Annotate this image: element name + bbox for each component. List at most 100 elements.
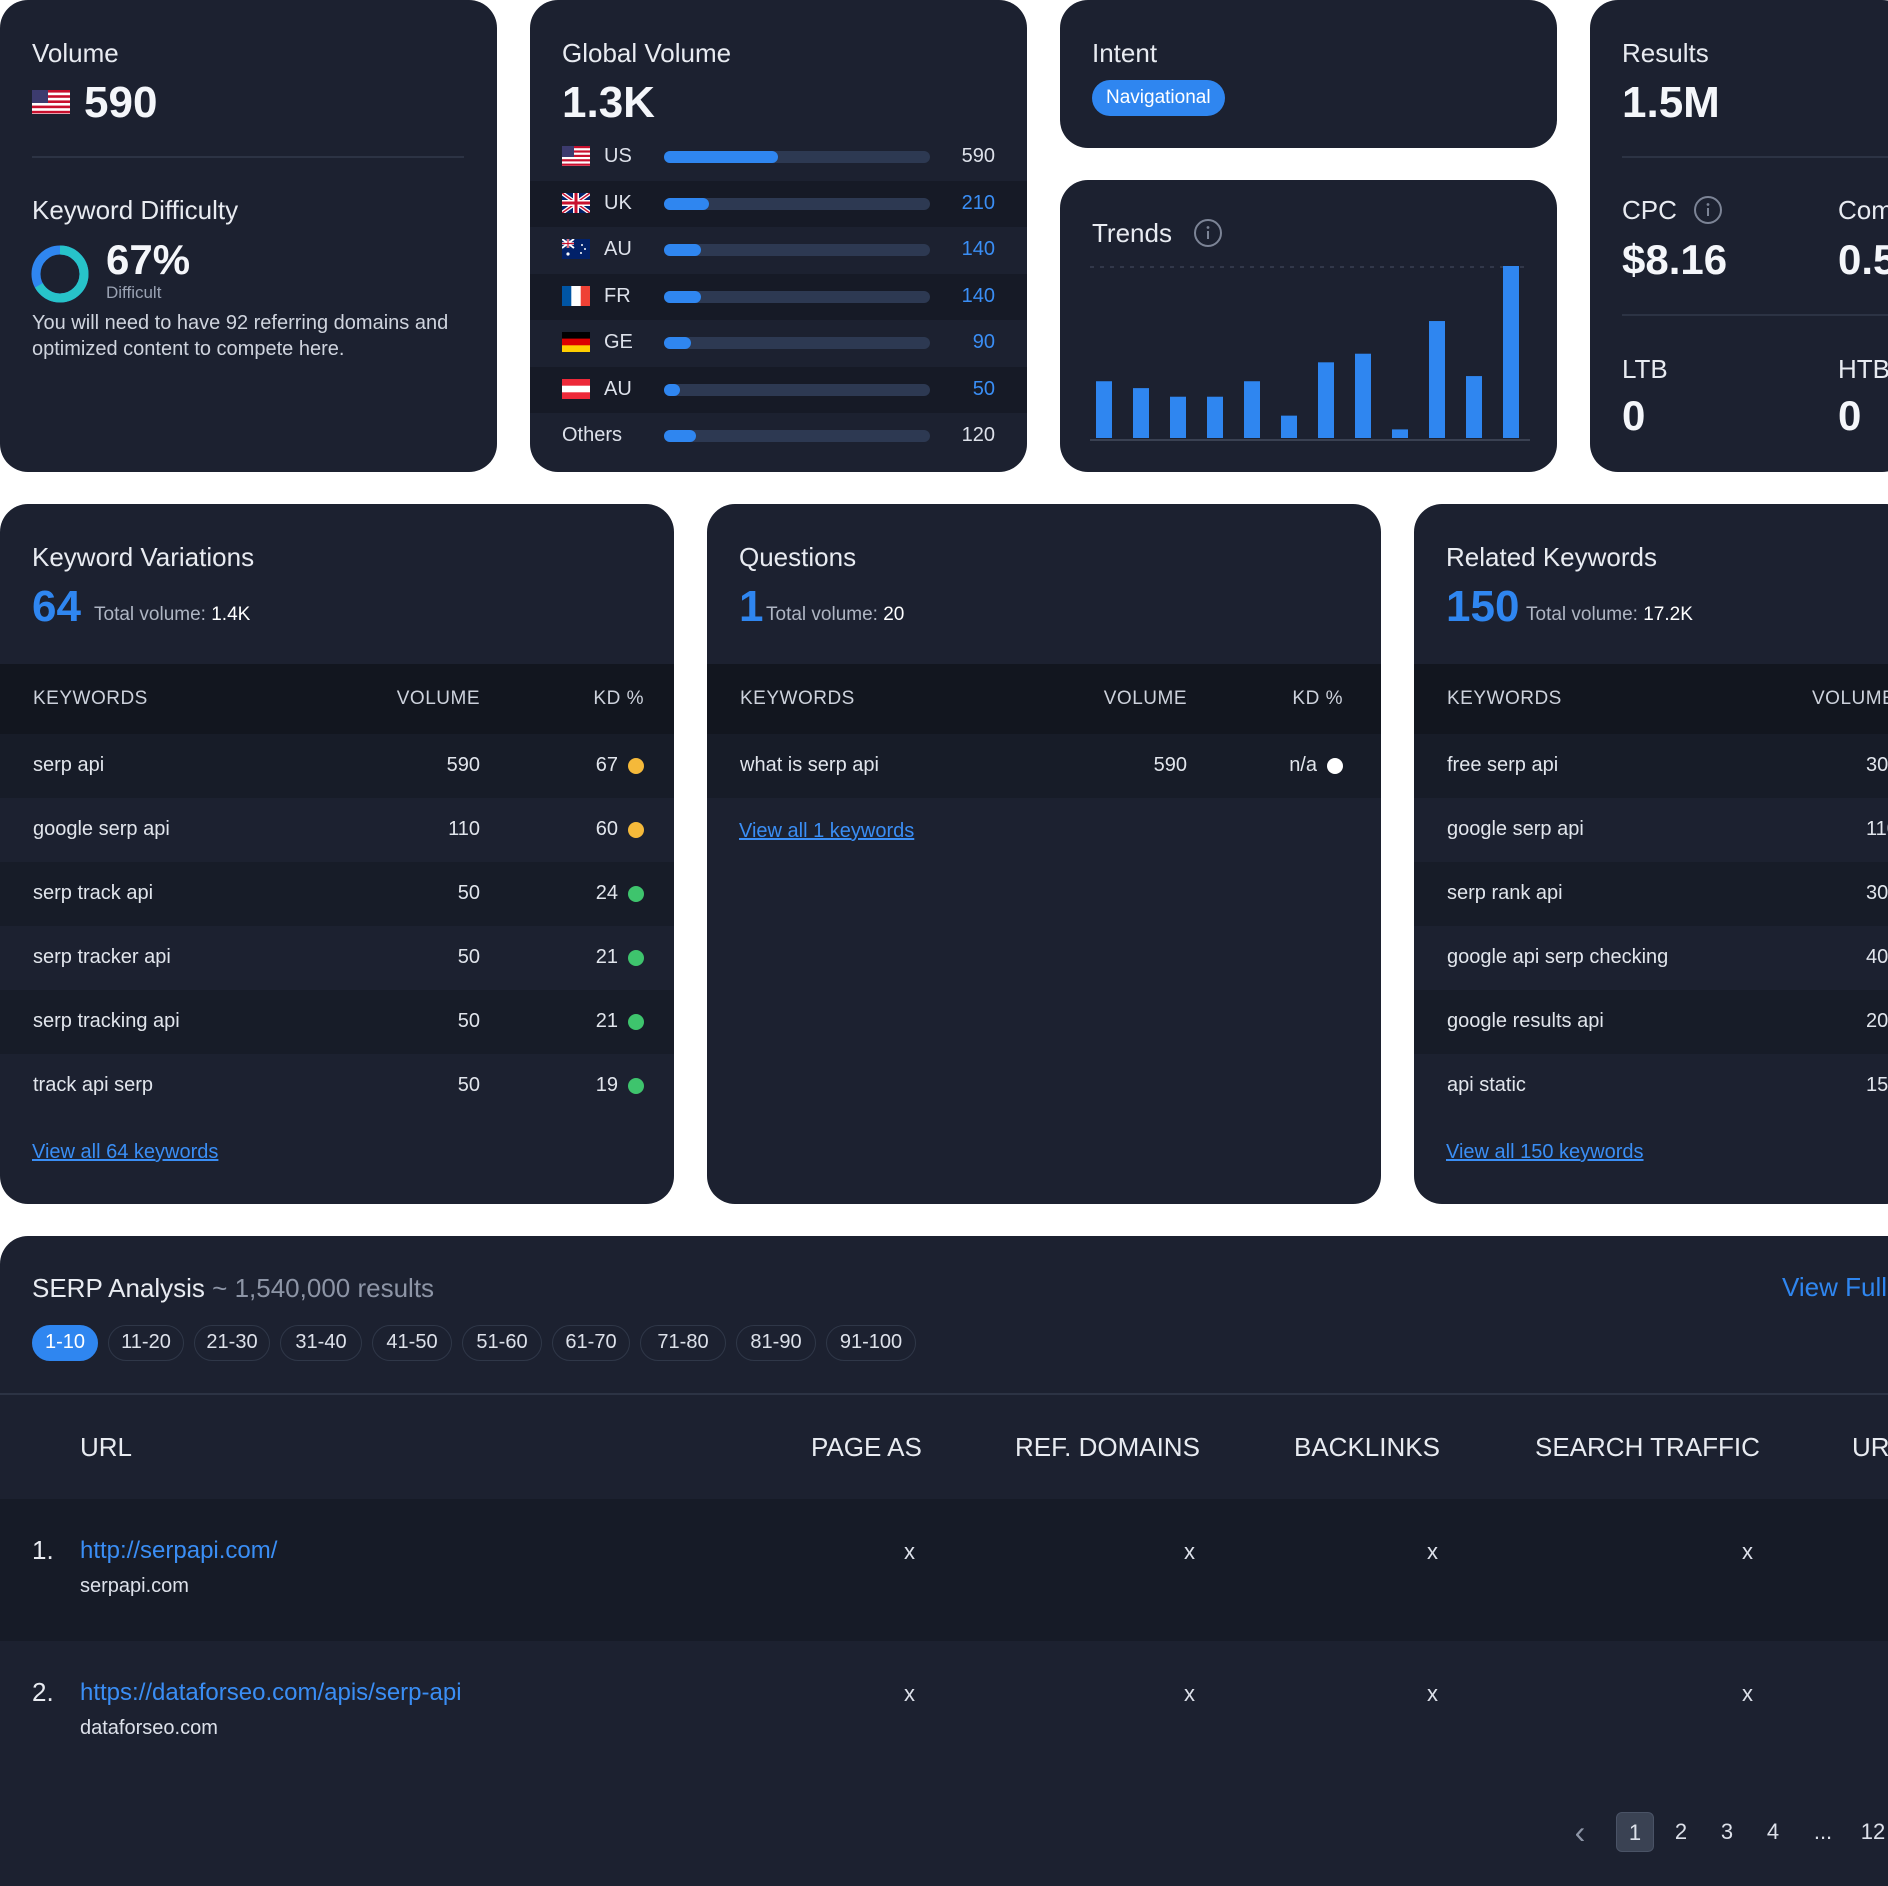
range-pill-11-20[interactable]: 11-20 [108, 1325, 184, 1361]
col-keywords[interactable]: KEYWORDS [33, 688, 148, 709]
serp-url-link[interactable]: https://dataforseo.com/apis/serp-api [80, 1679, 462, 1706]
table-row[interactable]: track api serp 50 19 [0, 1054, 674, 1118]
table-row[interactable]: serp tracking api 50 21 [0, 990, 674, 1054]
volume-share-fill [664, 197, 710, 210]
page-button-12[interactable]: 12 [1860, 1819, 1886, 1844]
keyword-cell: serp tracking api [33, 1010, 180, 1032]
range-pill-61-70[interactable]: 61-70 [552, 1325, 630, 1361]
kd-indicator-dot [628, 886, 644, 902]
table-row[interactable]: google api serp checking 40 [1414, 926, 1888, 990]
info-icon[interactable] [1693, 195, 1723, 225]
trend-bar [1207, 396, 1223, 438]
kd-description-line2: optimized content to compete here. [32, 338, 345, 360]
com-value: 0.5 [1838, 236, 1888, 283]
range-pill-31-40[interactable]: 31-40 [280, 1325, 362, 1361]
keyword-cell: google api serp checking [1447, 946, 1669, 968]
col-kd[interactable]: KD % [1292, 688, 1343, 709]
keyword-variations-title: Keyword Variations [32, 542, 255, 572]
serp-results-count: ~ 1,540,000 results [212, 1273, 435, 1303]
view-all-questions-link[interactable]: View all 1 keywords [739, 820, 915, 842]
col-kd[interactable]: KD % [593, 688, 644, 709]
page-button-3[interactable]: 3 [1720, 1819, 1734, 1844]
country-code: FR [604, 284, 631, 307]
range-pill-1-10[interactable]: 1-10 [32, 1325, 98, 1361]
ltb-value: 0 [1622, 392, 1646, 439]
keyword-variations-card: Keyword Variations 64 Total volume: 1.4K… [0, 504, 674, 1204]
col-keywords[interactable]: KEYWORDS [1447, 688, 1562, 709]
info-icon[interactable] [1193, 218, 1223, 248]
country-volume: 140 [961, 284, 995, 307]
country-code: AU [604, 377, 632, 400]
page-button-1[interactable]: 1 [1616, 1812, 1654, 1852]
table-row[interactable]: free serp api 30 [1414, 734, 1888, 798]
country-volume: 120 [961, 424, 995, 446]
table-header: KEYWORDS VOLUME [1414, 664, 1888, 734]
page-button-2[interactable]: 2 [1674, 1819, 1688, 1844]
volume-share-fill [664, 383, 680, 396]
au-flag-icon [561, 238, 590, 259]
view-all-keyword-variations-link[interactable]: View all 64 keywords [32, 1141, 219, 1163]
table-row[interactable]: serp rank api 30 [1414, 862, 1888, 926]
col-volume[interactable]: VOLUME [1812, 688, 1888, 709]
table-row[interactable]: serp api 590 67 [0, 734, 674, 798]
volume-share-fill [664, 290, 702, 303]
kd-title: Keyword Difficulty [32, 195, 239, 225]
table-row[interactable]: google serp api 110 60 [0, 798, 674, 862]
keyword-cell: serp api [33, 754, 105, 776]
serp-url-link[interactable]: http://serpapi.com/ [80, 1537, 278, 1564]
volume-cell: 20 [1866, 1010, 1888, 1032]
backlinks-cell: x [1427, 1539, 1438, 1564]
trend-bar [1503, 266, 1519, 438]
keyword-cell: free serp api [1447, 754, 1559, 776]
total-volume-label: Total volume: [94, 604, 206, 625]
search-traffic-cell: x [1742, 1681, 1753, 1706]
kd-description-line1: You will need to have 92 referring domai… [32, 312, 449, 334]
serp-domain: serpapi.com [80, 1575, 189, 1597]
view-full-link[interactable]: View Full [1782, 1272, 1888, 1302]
col-url[interactable]: URL [80, 1432, 133, 1462]
results-title: Results [1622, 38, 1709, 68]
table-row[interactable]: google results api 20 [1414, 990, 1888, 1054]
country-code: US [604, 145, 632, 167]
col-ur[interactable]: UR [1852, 1432, 1888, 1462]
volume-cell: 50 [457, 1074, 480, 1096]
col-page-as[interactable]: PAGE AS [811, 1432, 922, 1462]
trend-bar [1355, 353, 1371, 438]
search-traffic-cell: x [1742, 1539, 1753, 1564]
de-flag-icon [562, 332, 590, 352]
page-as-cell: x [904, 1539, 915, 1564]
ltb-label: LTB [1622, 354, 1668, 384]
table-row[interactable]: serp tracker api 50 21 [0, 926, 674, 990]
keyword-cell: api static [1447, 1074, 1526, 1096]
table-row[interactable]: api static 15 [1414, 1054, 1888, 1118]
table-row[interactable]: google serp api 110 [1414, 798, 1888, 862]
range-pill-41-50[interactable]: 41-50 [372, 1325, 452, 1361]
total-volume-label: Total volume: [1526, 604, 1638, 625]
col-ref-domains[interactable]: REF. DOMAINS [1015, 1432, 1200, 1462]
kd-indicator-dot [628, 950, 644, 966]
prev-page-button[interactable]: ‹ [1574, 1814, 1586, 1850]
trends-title: Trends [1092, 218, 1172, 248]
results-divider-2 [1622, 314, 1888, 316]
view-all-related-keywords-link[interactable]: View all 150 keywords [1446, 1141, 1644, 1163]
trend-bar [1096, 381, 1112, 438]
col-search-traffic[interactable]: SEARCH TRAFFIC [1535, 1432, 1760, 1462]
col-keywords[interactable]: KEYWORDS [740, 688, 855, 709]
range-pill-51-60[interactable]: 51-60 [462, 1325, 542, 1361]
related-keywords-count: 150 [1446, 582, 1520, 631]
col-volume[interactable]: VOLUME [1103, 688, 1187, 709]
range-pill-81-90[interactable]: 81-90 [736, 1325, 816, 1361]
col-backlinks[interactable]: BACKLINKS [1294, 1432, 1440, 1462]
table-row[interactable]: what is serp api 590 n/a [707, 734, 1381, 798]
related-keywords-total: Total volume: 17.2K [1526, 604, 1693, 626]
table-row[interactable]: serp track api 50 24 [0, 862, 674, 926]
page-button-4[interactable]: 4 [1766, 1819, 1780, 1844]
range-pill-21-30[interactable]: 21-30 [194, 1325, 270, 1361]
range-pill-71-80[interactable]: 71-80 [640, 1325, 726, 1361]
at-flag-icon [562, 378, 590, 399]
range-pill-91-100[interactable]: 91-100 [826, 1325, 916, 1361]
keyword-cell: google results api [1447, 1010, 1604, 1032]
col-volume[interactable]: VOLUME [396, 688, 480, 709]
trend-bar [1244, 381, 1260, 438]
volume-share-fill [664, 430, 696, 442]
